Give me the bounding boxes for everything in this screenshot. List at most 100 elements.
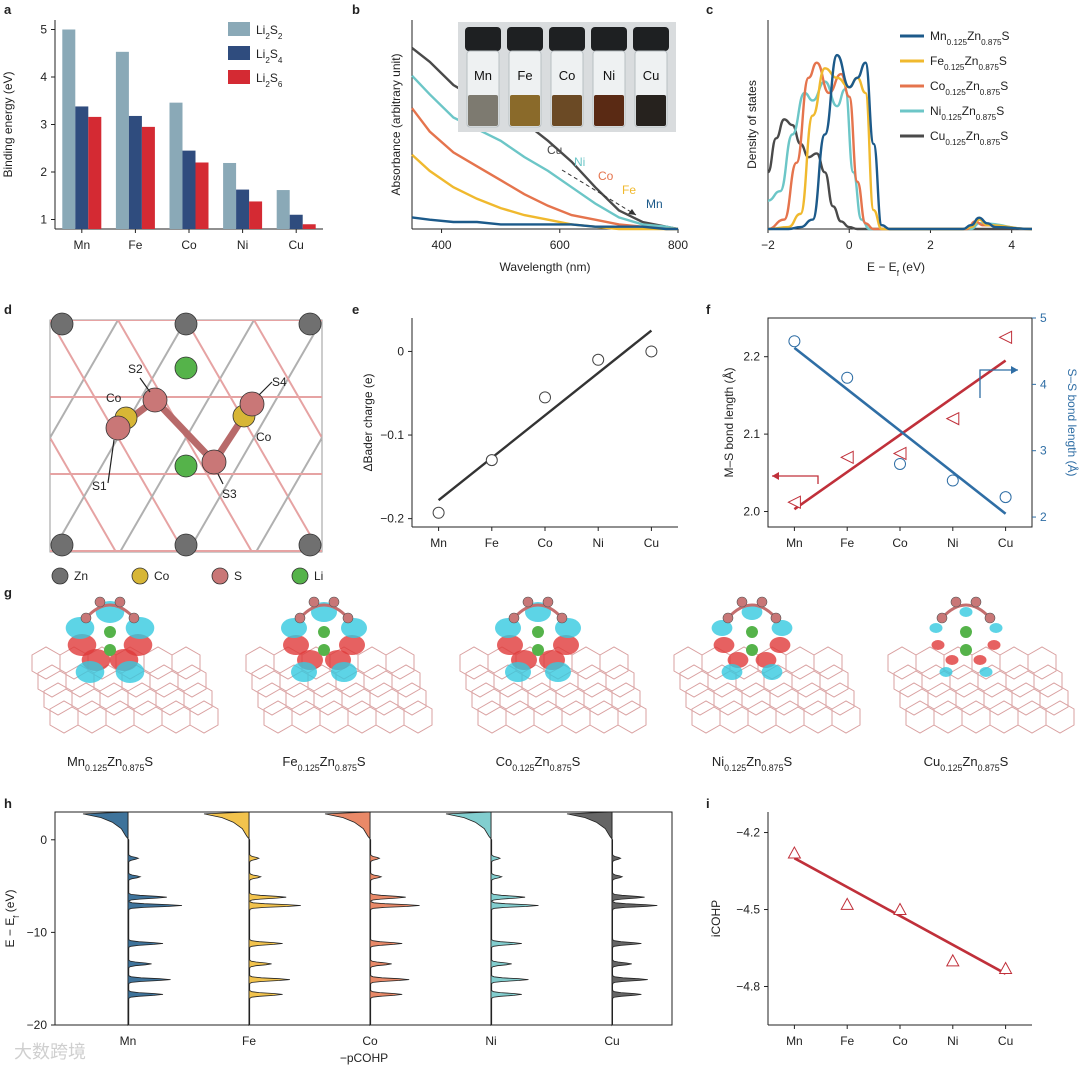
g-lattice-cell <box>127 682 157 716</box>
g-label-Co-part: 0.875 <box>550 763 572 773</box>
g-s-atom <box>950 596 962 608</box>
h-y-axis-label: E − Ef (eV) <box>3 890 21 948</box>
g-lattice-cell <box>357 646 387 680</box>
h-pcohp-area-Fe <box>203 811 301 1027</box>
panel-label-g: g <box>4 585 12 600</box>
g-lattice-cell <box>983 682 1013 716</box>
g-label-Co-part: Co <box>496 754 513 769</box>
b-x-axis-label: Wavelength (nm) <box>500 260 591 274</box>
c-legend-label-part: 0.125 <box>941 113 962 122</box>
g-lattice-cell <box>1045 700 1075 734</box>
c-x-tick-label: 4 <box>1008 238 1015 252</box>
d-zn-atom <box>50 312 74 336</box>
g-lattice-cell <box>813 646 843 680</box>
c-legend-label-part: 0.875 <box>978 63 999 72</box>
d-atom-label: S2 <box>128 362 143 376</box>
b-vial-label: Fe <box>517 68 532 83</box>
g-lattice-cell <box>775 700 805 734</box>
a-y-tick-label: 5 <box>40 23 47 37</box>
d-legend-label: Li <box>314 569 323 583</box>
a-y-axis-label: Binding energy (eV) <box>1 71 15 177</box>
panel-label-i: i <box>706 796 710 811</box>
g-label-Fe-part: Zn <box>320 754 335 769</box>
h-y-axis-label-part: (eV) <box>3 890 17 916</box>
f-y-tick-label: 2.1 <box>743 427 760 441</box>
d-lattice-line <box>50 320 119 440</box>
g-lattice-cell <box>719 700 749 734</box>
d-lattice-line <box>50 320 51 322</box>
a-legend-label: Li2S6 <box>256 71 283 89</box>
g-density-isosurface <box>505 662 531 682</box>
g-s-atom <box>984 612 996 624</box>
c-legend-label-part: S <box>1000 129 1008 143</box>
g-lattice-cell <box>37 664 67 698</box>
g-density-isosurface <box>769 637 791 653</box>
b-series-line <box>411 216 678 231</box>
g-s-atom <box>736 596 748 608</box>
c-legend-label-part: S <box>1002 29 1010 43</box>
g-lattice-cell <box>961 700 991 734</box>
g-lattice-cell <box>741 682 771 716</box>
g-lattice-cell <box>915 646 945 680</box>
g-density-isosurface <box>283 635 309 655</box>
g-structure-Fe <box>245 596 433 734</box>
g-lattice-cell <box>477 700 507 734</box>
g-density-isosurface <box>929 623 943 633</box>
g-lattice-cell <box>905 700 935 734</box>
g-lattice-cell <box>369 682 399 716</box>
g-s-atom <box>308 596 320 608</box>
h-y-tick-label: −10 <box>27 925 48 939</box>
g-s-atom <box>508 612 520 624</box>
g-s-atom <box>522 596 534 608</box>
b-vial-liquid <box>468 95 498 126</box>
h-x-axis-label: −pCOHP <box>340 1051 388 1065</box>
g-label-Ni-part: Ni <box>712 754 724 769</box>
d-lattice-line <box>390 320 524 552</box>
g-density-isosurface <box>331 662 357 682</box>
g-density-isosurface <box>721 664 743 680</box>
g-lattice-cell <box>285 682 315 716</box>
g-lattice-cell <box>611 682 641 716</box>
g-lattice-cell <box>791 664 821 698</box>
g-label-Mn: Mn0.125Zn0.875S <box>67 754 153 773</box>
g-lattice-cell <box>183 682 213 716</box>
d-legend-label: Co <box>154 569 170 583</box>
g-density-isosurface <box>989 623 1003 633</box>
i-point <box>893 902 907 916</box>
c-legend-label: Fe0.125Zn0.875S <box>930 54 1007 72</box>
g-lattice-cell <box>1033 664 1063 698</box>
g-li-atom <box>532 644 544 656</box>
g-lattice-cell <box>949 664 979 698</box>
g-density-isosurface <box>939 667 953 677</box>
g-density-isosurface <box>339 635 365 655</box>
g-label-Fe-part: S <box>357 754 366 769</box>
g-density-isosurface <box>545 662 571 682</box>
c-x-axis-label-part: E − E <box>867 260 897 274</box>
a-legend-label-part: 6 <box>278 80 283 89</box>
g-lattice-cell <box>155 682 185 716</box>
d-lattice-line <box>0 320 48 552</box>
d-atom-label: Co <box>106 391 122 405</box>
i-fit-line <box>793 857 1007 975</box>
c-legend-label: Mn0.125Zn0.875S <box>930 29 1010 47</box>
a-bar <box>182 150 196 229</box>
c-legend-label-part: Ni <box>930 104 941 118</box>
a-legend-label-part: 2 <box>278 32 283 41</box>
b-series-line <box>411 153 678 231</box>
a-legend-label-part: 2 <box>265 56 270 65</box>
f-ss-fit-line <box>793 346 1007 515</box>
a-legend-label-part: Li <box>256 47 265 61</box>
e-y-tick-label: 0 <box>397 344 404 358</box>
g-label-Cu-part: Cu <box>924 754 941 769</box>
b-trend-arrow-head <box>628 209 636 215</box>
g-structure-Ni <box>673 596 861 734</box>
a-legend-label: Li2S2 <box>256 23 283 41</box>
g-label-Fe: Fe0.125Zn0.875S <box>282 754 366 773</box>
h-x-tick-label: Cu <box>604 1034 619 1048</box>
g-label-Co-part: Zn <box>534 754 549 769</box>
i-point <box>945 953 960 967</box>
i-x-tick-label: Fe <box>840 1034 854 1048</box>
b-series-line <box>411 46 679 231</box>
c-legend-label-part: 0.125 <box>945 88 966 97</box>
